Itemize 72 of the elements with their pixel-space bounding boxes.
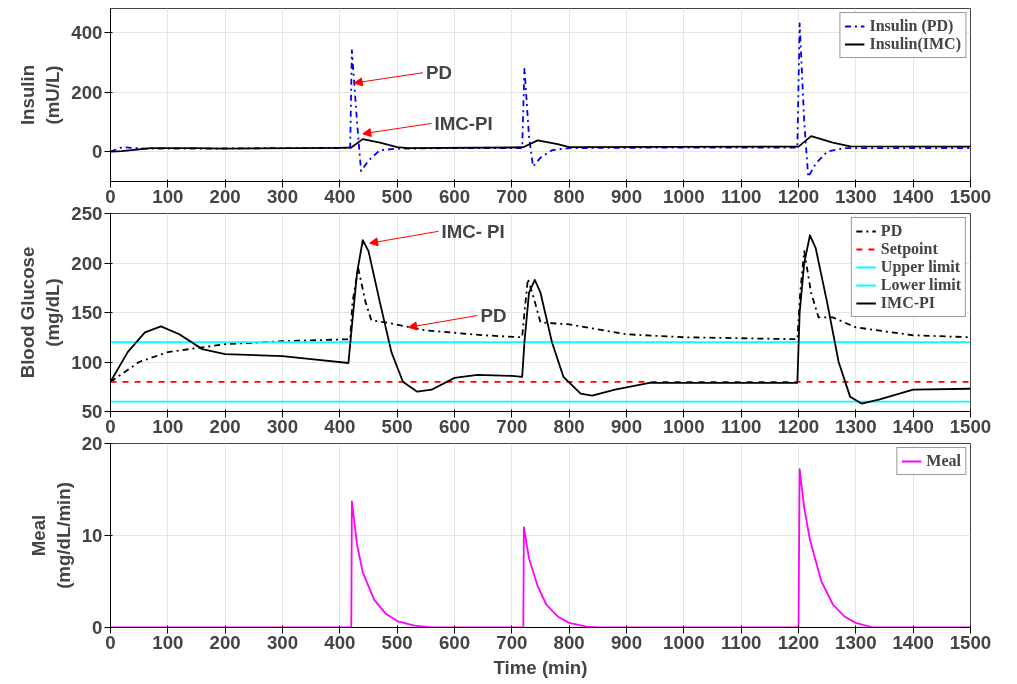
y-tick-label: 0 xyxy=(92,617,103,638)
x-tick-label: 1400 xyxy=(892,631,934,653)
x-tick-label: 1000 xyxy=(663,631,705,653)
x-tick-label: 1200 xyxy=(777,631,820,653)
x-tick-label: 1100 xyxy=(720,415,762,437)
x-tick-label: 600 xyxy=(438,415,471,437)
x-tick-label: 400 xyxy=(324,415,356,437)
legend-label: Insulin (PD) xyxy=(869,17,954,35)
x-tick-label: 1400 xyxy=(892,415,934,437)
x-axis-title: Time (min) xyxy=(493,656,588,678)
y-tick-label: 0 xyxy=(92,141,103,163)
y-tick-label: 200 xyxy=(71,252,103,274)
x-tick-label: 100 xyxy=(152,185,184,207)
x-tick-label: 1400 xyxy=(892,185,934,207)
x-tick-label: 800 xyxy=(553,631,585,653)
y-tick-label: 100 xyxy=(71,351,103,373)
x-tick-label: 1300 xyxy=(835,631,877,653)
legend-label: IMC-PI xyxy=(880,294,936,312)
x-tick-label: 1500 xyxy=(949,631,992,653)
x-tick-label: 200 xyxy=(209,185,241,207)
x-tick-label: 1100 xyxy=(720,185,762,207)
x-tick-label: 700 xyxy=(496,415,528,437)
y-tick-label: 20 xyxy=(81,433,103,454)
x-tick-label: 1000 xyxy=(663,185,705,207)
legend-label: PD xyxy=(880,222,903,240)
y-tick-label: 200 xyxy=(71,81,103,103)
legend-label: Setpoint xyxy=(880,240,938,258)
x-tick-label: 1300 xyxy=(835,185,877,207)
annotation: IMC-PI xyxy=(434,112,493,134)
legend-label: Insulin(IMC) xyxy=(869,35,961,53)
x-tick-label: 500 xyxy=(381,415,413,437)
legend-label: Upper limit xyxy=(880,258,961,276)
y-tick-label: 150 xyxy=(71,302,103,323)
x-tick-label: 700 xyxy=(496,631,528,653)
x-tick-label: 1200 xyxy=(777,415,820,437)
x-tick-label: 500 xyxy=(381,185,413,207)
x-tick-label: 100 xyxy=(152,631,184,653)
x-tick-label: 400 xyxy=(324,185,356,207)
x-tick-label: 1500 xyxy=(949,185,992,207)
x-tick-label: 100 xyxy=(152,415,184,437)
x-tick-label: 300 xyxy=(266,415,299,437)
x-tick-label: 1300 xyxy=(835,415,877,437)
y-tick-label: 250 xyxy=(71,203,103,224)
x-tick-label: 1100 xyxy=(720,631,762,653)
x-tick-label: 1000 xyxy=(663,415,705,437)
x-tick-label: 200 xyxy=(209,415,241,437)
y-tick-label: 50 xyxy=(81,401,103,422)
x-tick-label: 300 xyxy=(266,631,299,653)
x-tick-label: 900 xyxy=(610,185,643,207)
y-tick-label: 400 xyxy=(71,21,103,43)
x-tick-label: 200 xyxy=(209,631,241,653)
legend-label: Lower limit xyxy=(880,276,961,294)
y-axis-title: Meal (mg/dL/min) xyxy=(27,482,74,589)
x-tick-label: 700 xyxy=(496,185,528,207)
annotation: PD xyxy=(480,304,507,326)
x-tick-label: 900 xyxy=(610,415,643,437)
annotation: IMC- PI xyxy=(441,220,505,242)
x-tick-label: 1200 xyxy=(777,185,820,207)
x-tick-label: 300 xyxy=(266,185,299,207)
x-tick-label: 800 xyxy=(553,415,585,437)
x-tick-label: 600 xyxy=(438,185,471,207)
y-axis-title: Insulin (mU/L) xyxy=(17,64,64,126)
x-tick-label: 500 xyxy=(381,631,413,653)
x-tick-label: 600 xyxy=(438,631,471,653)
x-tick-label: 400 xyxy=(324,631,356,653)
legend-label: Meal xyxy=(926,452,961,470)
x-tick-label: 800 xyxy=(553,185,585,207)
x-tick-label: 1500 xyxy=(949,415,992,437)
annotation: PD xyxy=(425,62,452,84)
x-tick-label: 900 xyxy=(610,631,643,653)
y-tick-label: 10 xyxy=(81,525,103,546)
y-axis-title: Blood Glucose (mg/dL) xyxy=(17,246,64,379)
